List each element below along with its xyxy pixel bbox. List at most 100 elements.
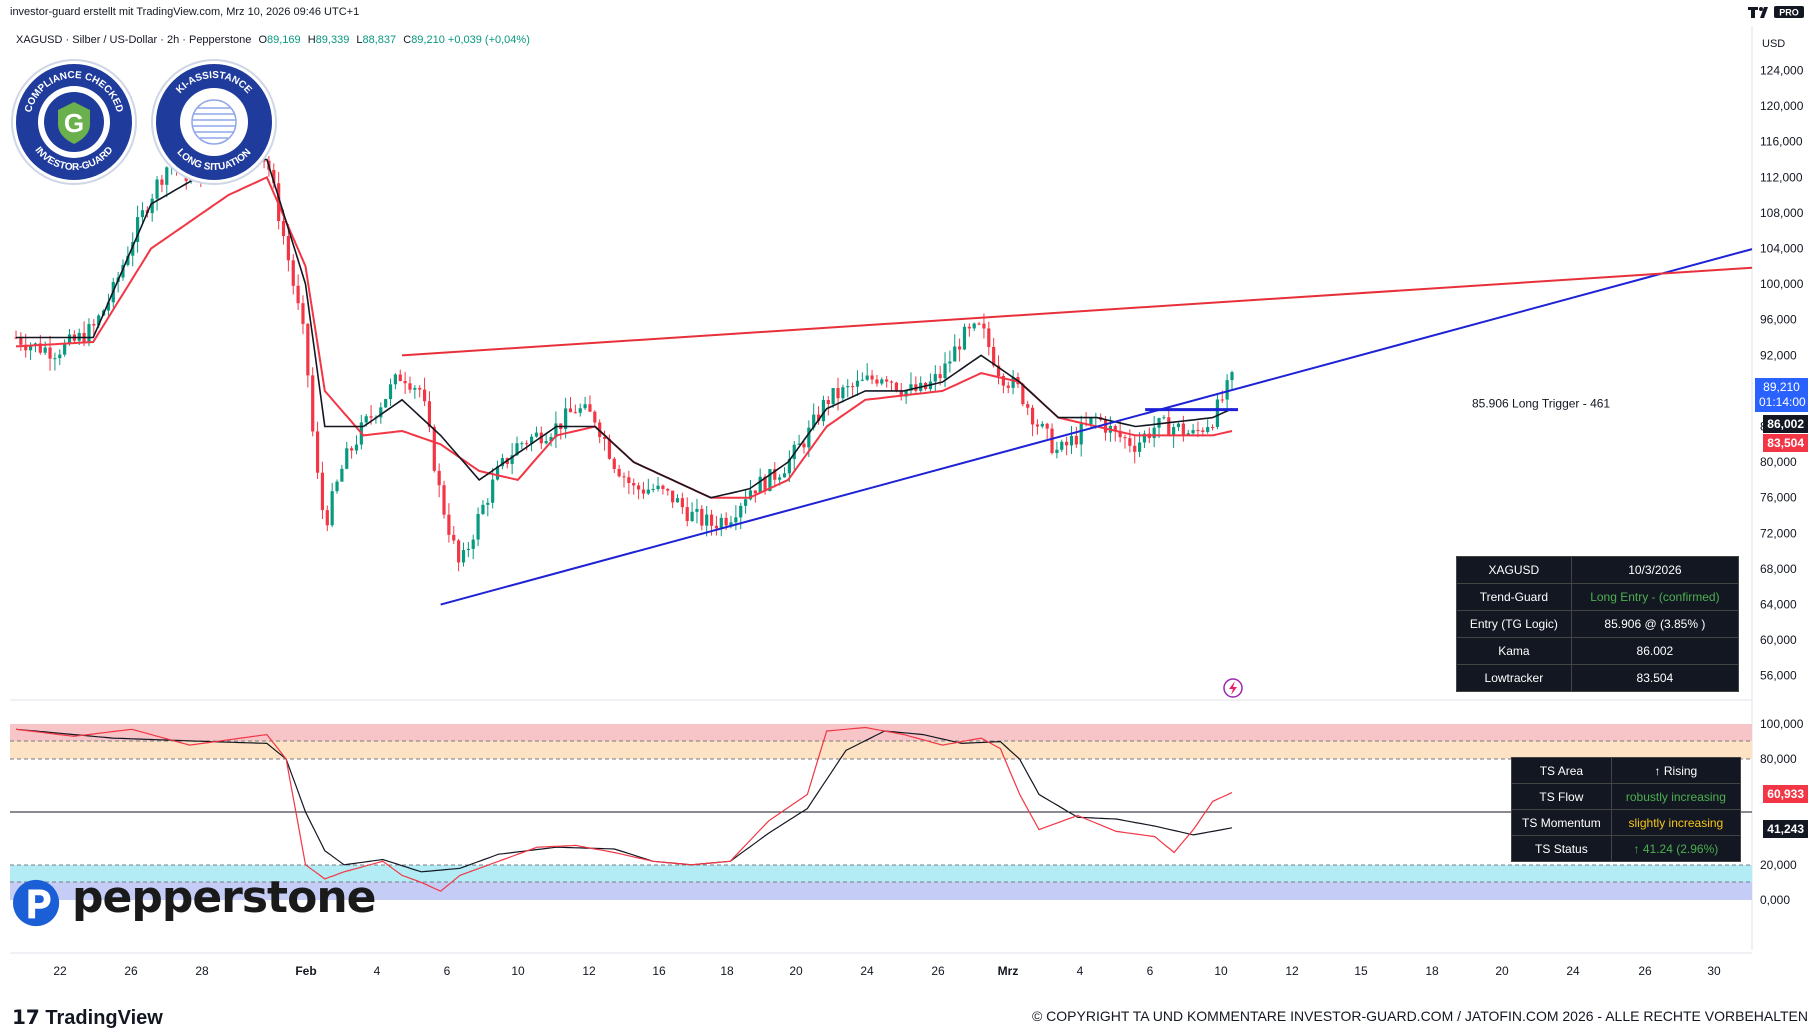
price-tick-label: 100,000 [1760,277,1804,291]
price-tick-label: 76,000 [1760,491,1797,505]
candle-body [1215,399,1220,428]
ts-value: ↑ 41.24 (2.96%) [1610,835,1742,862]
candle-body [719,517,723,529]
candle-body [369,416,373,418]
osc-tick-label: 0,000 [1760,893,1790,907]
candle-body [962,326,967,350]
time-tick-label: Mrz [998,964,1019,978]
price-tick-label: 96,000 [1760,313,1797,327]
time-tick-label: 22 [53,964,67,978]
close-label: C [403,34,412,46]
price-tick-label: 60,000 [1760,633,1797,647]
pepperstone-wordmark: pepperstone [72,872,376,923]
candle-body [262,160,266,162]
candle-body [816,414,821,422]
candle-body [432,427,436,471]
candle-body [87,324,91,344]
info-row: Kama 86.002 [1456,637,1740,665]
price-tick-label: 64,000 [1760,598,1797,612]
candle-body [797,443,801,445]
time-tick-label: 4 [374,964,381,978]
candle-body [656,485,660,490]
candle-body [1225,380,1229,400]
ts-label: TS Momentum [1511,809,1612,836]
last-price-badge: 89,210 01:14:00 [1755,378,1808,412]
info-value: 85.906 @ (3.85% ) [1570,610,1740,638]
candle-body [646,489,650,494]
info-row: Entry (TG Logic) 85.906 @ (3.85% ) [1456,610,1740,638]
price-tick-label: 68,000 [1760,562,1797,576]
candle-body [1230,372,1234,381]
candle-body [126,255,130,265]
time-tick-label: 26 [124,964,138,978]
candle-body [831,388,835,404]
candle-body [1176,423,1181,428]
candle-body [296,285,300,304]
trend-guard-table: XAGUSD 10/3/2026 Trend-Guard Long Entry - (… [1456,556,1740,692]
countdown: 01:14:00 [1759,395,1806,409]
price-tick-label: 92,000 [1760,348,1797,362]
candle-body [1011,377,1015,388]
price-tick-label: 124,000 [1760,64,1804,78]
candle-body [666,488,670,491]
time-tick-label: 20 [789,964,803,978]
candle-body [1060,441,1064,450]
candle-body [53,358,57,360]
candle-body [1191,430,1195,434]
candle-body [1142,433,1147,443]
info-label: Entry (TG Logic) [1456,610,1572,638]
tradingview-pro-logo: PRO [1746,4,1806,20]
candle-body [695,508,699,512]
candle-body [1026,404,1030,408]
tv-footer-logo-icon: 𝟭𝟳 [12,1007,40,1029]
osc-overbought-lower-band [10,741,1752,759]
candle-body [773,469,777,480]
compliance-checked-badge: G COMPLIANCE CHECKED INVESTOR-GUARD [11,59,137,185]
time-tick-label: 26 [931,964,945,978]
candle-body [408,383,412,390]
candle-body [471,539,475,549]
candle-body [987,328,991,347]
candle-body [340,468,344,482]
candle-body [880,379,884,384]
candle-body [661,485,665,489]
compliance-letter: G [64,108,84,138]
candle-body [933,374,937,382]
candle-body [758,476,762,494]
time-tick-label: 10 [511,964,525,978]
candle-body [48,347,52,359]
candle-body [1181,423,1185,435]
tradingview-footer-brand: 𝟭𝟳 TradingView [12,1005,163,1030]
candle-body [525,443,529,445]
candle-body [510,455,514,464]
candle-body [92,324,96,326]
osc-tick-label: 20,000 [1760,858,1797,872]
candle-body [58,354,62,359]
candle-body [953,346,957,362]
candle-body [744,499,748,506]
candle-body [529,436,534,444]
candle-body [690,511,694,522]
shield-icon [58,102,90,144]
event-lightning-icon[interactable] [1223,678,1243,698]
currency-label[interactable]: USD [1762,38,1786,50]
candle-body [972,323,976,329]
candle-body [807,427,811,448]
candle-body [495,466,500,480]
candle-body [281,221,286,237]
support-trendline [440,248,1753,606]
osc-tick-label: 80,000 [1760,752,1797,766]
candle-body [904,390,908,397]
candle-body [24,344,28,351]
high-value: 89,339 [315,34,350,46]
candle-body [1137,442,1142,452]
candle-body [1055,449,1059,454]
long-trigger-label: 85.906 Long Trigger - 461 [1472,397,1610,411]
candle-body [335,481,339,492]
symbol-title: XAGUSD · Silber / US-Dollar · 2h · Peppe… [16,34,252,46]
candle-body [855,380,860,387]
candle-body [909,384,913,391]
candle-body [403,381,407,384]
time-tick-label: 18 [720,964,734,978]
